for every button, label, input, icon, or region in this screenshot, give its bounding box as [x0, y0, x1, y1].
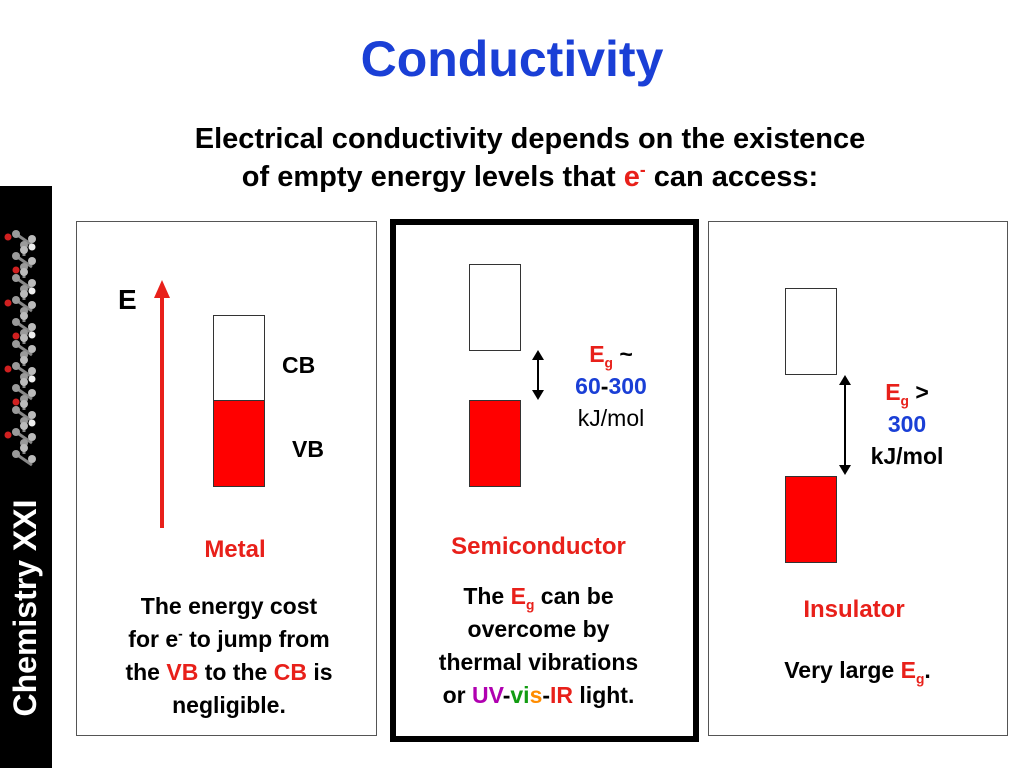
ins-unit: kJ/mol [870, 443, 944, 469]
ins-eg-symbol: E [885, 379, 901, 405]
semi-range-low: 60 [575, 373, 601, 399]
metal-name: Metal [204, 536, 266, 563]
metal-desc-cb: CB [273, 659, 307, 685]
metal-description: The energy cost for e- to jump from the … [84, 590, 374, 722]
semi-desc-line4-b: light. [573, 682, 635, 708]
semi-desc-line4-a: or [442, 682, 473, 708]
ins-desc-text: Very large [784, 657, 901, 683]
semiconductor-eg-line: Eg ~ [556, 338, 666, 370]
semi-desc-s: s [529, 682, 543, 708]
ins-desc-end: . [924, 657, 931, 683]
semi-desc-ir: IR [550, 682, 574, 708]
metal-desc-line2-end: to jump from [182, 626, 330, 652]
semi-desc-line3: thermal vibrations [438, 649, 639, 675]
insulator-valence-band [785, 476, 837, 563]
metal-desc-line2: for e- to jump from [84, 623, 374, 656]
semiconductor-range: 60-300 [556, 370, 666, 402]
metal-desc-line3-b: to the [198, 659, 274, 685]
insulator-name: Insulator [803, 596, 905, 623]
semi-range-dash: - [600, 373, 609, 399]
insulator-band-gap: Eg > 300 kJ/mol [852, 376, 962, 472]
ins-desc-eg-symbol: E [900, 657, 916, 683]
semiconductor-conduction-band [469, 264, 521, 351]
slide-title: Conductivity [360, 31, 664, 87]
semi-desc-line4: or UV-vis-IR light. [396, 679, 681, 712]
gap-double-arrow-icon [532, 350, 544, 400]
semi-desc-dash2: - [542, 682, 551, 708]
sidebar-label: Chemistry XXI [7, 499, 43, 717]
metal-desc-electron-charge: - [178, 626, 183, 642]
semi-eg-subscript: g [604, 355, 613, 371]
insulator-eg-line: Eg > [852, 376, 962, 408]
gap-double-arrow-icon [839, 375, 851, 475]
energy-arrow-icon [154, 280, 170, 528]
subtitle-line1: Electrical conductivity depends on the e… [194, 123, 866, 155]
semi-range-high: 300 [608, 373, 647, 399]
semiconductor-name: Semiconductor [451, 533, 626, 560]
semi-desc-vi: vi [510, 682, 530, 708]
metal-desc-line3-c: is [306, 659, 333, 685]
electron-charge: - [639, 159, 646, 180]
metal-conduction-band [213, 315, 265, 402]
ins-value: 300 [887, 411, 927, 437]
semi-desc-eg-subscript: g [525, 597, 535, 613]
semi-desc-dash1: - [502, 682, 511, 708]
ins-eg-subscript: g [900, 393, 909, 409]
metal-desc-vb: VB [166, 659, 199, 685]
semiconductor-description: The Eg can be overcome by thermal vibrat… [396, 580, 681, 712]
semi-eg-relation: ~ [612, 341, 633, 367]
electron-symbol: e [623, 161, 640, 193]
insulator-panel [708, 221, 1008, 736]
semi-unit: kJ/mol [577, 405, 645, 431]
insulator-description: Very large Eg. [720, 654, 995, 687]
slide-subtitle: Electrical conductivity depends on the e… [100, 120, 960, 196]
semi-desc-line2: overcome by [467, 616, 610, 642]
insulator-conduction-band [785, 288, 837, 375]
semi-desc-line1: The Eg can be [396, 580, 681, 613]
subtitle-line2-end: can access: [645, 161, 819, 193]
metal-desc-line3-a: the [125, 659, 167, 685]
energy-axis-label: E [118, 284, 137, 315]
metal-desc-line2-text: for e [128, 626, 179, 652]
molecule-logo-icon [4, 230, 36, 467]
subtitle-line2: of empty energy levels that e- can acces… [100, 158, 960, 196]
ins-eg-relation: > [908, 379, 929, 405]
cb-label: CB [282, 352, 316, 378]
metal-desc-line1: The energy cost [140, 593, 318, 619]
sidebar: Chemistry XXI [0, 186, 52, 768]
semi-desc-uv: UV [472, 682, 503, 708]
metal-desc-line4: negligible. [172, 692, 286, 718]
semi-desc-line1-a: The [463, 583, 511, 609]
ins-desc-eg-subscript: g [915, 671, 925, 687]
semi-eg-symbol: E [589, 341, 605, 367]
metal-valence-band [213, 400, 265, 487]
semi-desc-eg-symbol: E [510, 583, 526, 609]
semiconductor-band-gap: Eg ~ 60-300 kJ/mol [556, 338, 666, 434]
vb-label: VB [292, 436, 324, 462]
subtitle-line2-text: of empty energy levels that [241, 161, 624, 193]
semiconductor-valence-band [469, 400, 521, 487]
semiconductor-panel [390, 219, 699, 742]
metal-desc-line3: the VB to the CB is [84, 656, 374, 689]
semi-desc-line1-b: can be [534, 583, 614, 609]
